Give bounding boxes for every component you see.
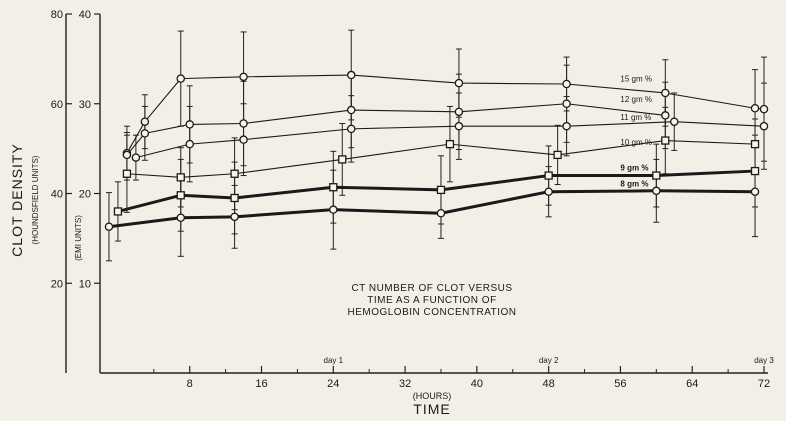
series-label-8-gm: 8 gm % [620, 179, 648, 188]
y-outer-axis-title: CLOT DENSITY [9, 143, 25, 257]
marker-11-gm-6 [670, 117, 679, 126]
marker-11-gm-3 [346, 124, 356, 134]
x-tick-label-8: 8 [187, 378, 193, 390]
series-label-11-gm: 11 gm % [620, 113, 651, 122]
y-outer-tick-label-60: 60 [51, 99, 63, 111]
marker-8-gm-7 [750, 187, 760, 196]
labels: 8 16 24 32 40 48 56 64 72 10 20 30 40 20 40 60 80 CLOT DE… [9, 9, 774, 417]
series-label-10-gm: 10 gm % [620, 138, 652, 147]
marker-9-gm-7 [750, 166, 760, 176]
marker-11-gm-1 [185, 139, 194, 149]
y-outer-tick-label-80: 80 [51, 9, 63, 21]
marker-8-gm-2 [230, 212, 239, 222]
x-tick-label-64: 64 [686, 378, 698, 390]
y-inner-axis-unit: (EMI UNITS) [74, 215, 83, 261]
series-line-9-gm [117, 169, 756, 213]
marker-15-gm-3 [239, 72, 248, 82]
marker-15-gm-2 [176, 74, 186, 83]
marker-10-gm-3 [338, 155, 347, 164]
series-line-15-gm [126, 74, 765, 154]
x-axis-unit: (HOURS) [413, 391, 452, 401]
marker-12-gm-5 [454, 107, 464, 117]
y-inner-tick-label-20: 20 [79, 189, 91, 201]
series-line-11-gm [135, 121, 765, 159]
y-inner-tick-label-40: 40 [79, 9, 91, 21]
y-outer-tick-label-20: 20 [51, 278, 63, 290]
series-markers [104, 70, 769, 231]
y-inner-tick-label-10: 10 [79, 278, 91, 290]
x-tick-label-72: 72 [758, 378, 770, 390]
marker-8-gm-6 [652, 186, 661, 196]
axes [65, 13, 768, 374]
x-tick-label-16: 16 [255, 378, 267, 390]
series-label-9-gm: 9 gm % [620, 164, 648, 173]
caption-line-2: TIME AS A FUNCTION OF [367, 295, 496, 306]
marker-15-gm-7 [661, 88, 670, 98]
marker-9-gm-2 [230, 193, 239, 203]
y-outer-axis-unit: (HOUNDSFIELD UNITS) [31, 155, 40, 244]
marker-11-gm-0 [131, 153, 141, 162]
series-label-15-gm: 15 gm % [620, 74, 652, 83]
marker-8-gm-0 [104, 222, 114, 231]
series-line-12-gm [126, 103, 666, 156]
day-label-day-3: day 3 [754, 356, 774, 365]
marker-15-gm-1 [140, 117, 150, 126]
marker-8-gm-1 [176, 213, 186, 222]
marker-15-gm-6 [562, 79, 571, 89]
marker-12-gm-1 [140, 129, 150, 138]
marker-9-gm-3 [329, 183, 338, 192]
marker-9-gm-1 [176, 191, 185, 200]
y-outer-tick-label-40: 40 [51, 189, 63, 201]
marker-12-gm-7 [661, 111, 670, 120]
caption-line-1: CT NUMBER OF CLOT VERSUS [351, 283, 512, 294]
marker-11-gm-7 [759, 121, 769, 131]
marker-9-gm-0 [113, 207, 123, 216]
marker-15-gm-4 [346, 70, 356, 80]
marker-8-gm-3 [329, 205, 338, 214]
marker-11-gm-5 [562, 121, 571, 131]
marker-10-gm-1 [176, 173, 185, 182]
marker-10-gm-4 [445, 139, 455, 149]
marker-15-gm-5 [454, 78, 464, 88]
x-tick-label-32: 32 [399, 378, 411, 390]
series-label-12-gm: 12 gm % [620, 95, 652, 104]
marker-12-gm-4 [346, 105, 356, 115]
series-line-8-gm [108, 189, 756, 229]
marker-12-gm-3 [239, 119, 248, 128]
caption-line-3: HEMOGLOBIN CONCENTRATION [347, 307, 516, 318]
marker-12-gm-6 [562, 99, 571, 109]
x-tick-label-56: 56 [614, 378, 626, 390]
x-axis-title: TIME [413, 401, 450, 417]
marker-10-gm-2 [230, 169, 239, 178]
marker-10-gm-7 [750, 139, 760, 149]
marker-12-gm-0 [122, 150, 132, 160]
marker-8-gm-4 [436, 208, 446, 218]
x-tick-label-40: 40 [471, 378, 483, 390]
marker-9-gm-5 [544, 171, 553, 180]
marker-10-gm-6 [661, 136, 670, 145]
day-label-day-1: day 1 [324, 356, 344, 365]
marker-8-gm-5 [544, 187, 553, 196]
marker-15-gm-9 [759, 104, 769, 114]
marker-11-gm-4 [454, 121, 464, 131]
y-inner-tick-label-30: 30 [79, 99, 91, 111]
marker-11-gm-2 [239, 135, 248, 144]
marker-9-gm-6 [652, 171, 661, 180]
x-tick-label-48: 48 [543, 378, 555, 390]
marker-10-gm-5 [553, 150, 562, 160]
marker-12-gm-2 [185, 120, 194, 129]
marker-10-gm-0 [122, 169, 132, 178]
marker-15-gm-8 [750, 103, 760, 113]
series-line-10-gm [126, 139, 756, 178]
x-tick-label-24: 24 [327, 378, 339, 390]
day-label-day-2: day 2 [539, 356, 559, 365]
series-lines [108, 74, 765, 229]
marker-9-gm-4 [436, 185, 446, 195]
